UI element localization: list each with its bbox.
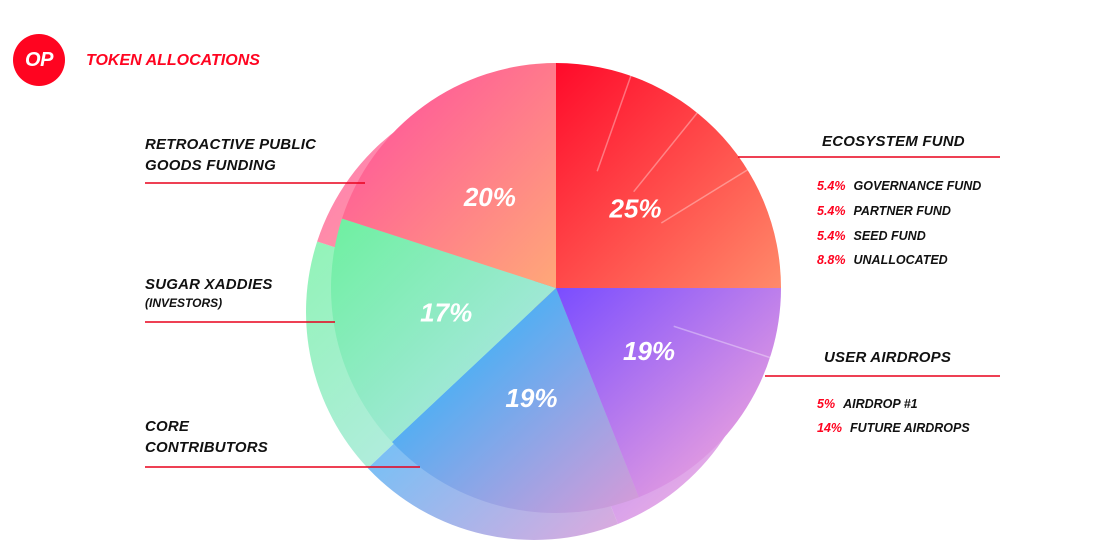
ecosystem-item-name: PARTNER FUND <box>853 204 951 218</box>
label-core-line2: CONTRIBUTORS <box>145 439 268 456</box>
slice-value-label-investors: 17% <box>420 298 472 328</box>
page-title: TOKEN ALLOCATIONS <box>86 52 260 69</box>
label-core: CORE CONTRIBUTORS <box>145 416 268 458</box>
ecosystem-item-pct: 5.4% <box>817 179 846 193</box>
pie-slice-core <box>391 288 639 514</box>
sub-slice-divider <box>660 169 748 224</box>
airdrop-item: 14% FUTURE AIRDROPS <box>817 421 970 435</box>
slice-value-label-core: 19% <box>505 383 557 413</box>
ecosystem-item-pct: 5.4% <box>817 204 846 218</box>
label-investors-sub: (INVESTORS) <box>145 296 223 310</box>
airdrop-item-pct: 5% <box>817 397 836 411</box>
label-retro-line1: RETROACTIVE PUBLIC <box>145 136 317 153</box>
sub-slice-divider <box>633 112 698 193</box>
label-airdrops: USER AIRDROPS <box>824 349 952 366</box>
slice-value-label-airdrops: 19% <box>623 336 675 366</box>
ecosystem-item: 5.4% SEED FUND <box>817 229 926 243</box>
label-ecosystem: ECOSYSTEM FUND <box>822 133 965 150</box>
ecosystem-item-pct: 8.8% <box>817 253 846 267</box>
label-retro: RETROACTIVE PUBLIC GOODS FUNDING <box>145 134 316 176</box>
ecosystem-item: 5.4% GOVERNANCE FUND <box>817 179 981 193</box>
ecosystem-item: 8.8% UNALLOCATED <box>817 253 948 267</box>
ecosystem-item-pct: 5.4% <box>817 229 846 243</box>
label-retro-line2: GOODS FUNDING <box>145 157 276 174</box>
airdrop-item: 5% AIRDROP #1 <box>817 397 918 411</box>
slice-value-label-ecosystem: 25% <box>609 193 662 223</box>
pie-slice-ecosystem <box>556 63 781 288</box>
slice-labels: 25% 19% 19% 17% 20% <box>420 182 675 413</box>
sub-slice-divider <box>596 75 632 172</box>
airdrop-item-name: AIRDROP #1 <box>843 397 918 411</box>
op-logo: OP <box>13 34 65 86</box>
airdrop-item-pct: 14% <box>817 421 843 435</box>
pie-slice-airdrops <box>556 288 781 498</box>
ecosystem-item-name: UNALLOCATED <box>853 253 948 267</box>
slice-value-label-retro: 20% <box>463 182 516 212</box>
ecosystem-item-name: SEED FUND <box>853 229 926 243</box>
leader-lines <box>145 156 1000 468</box>
pie-slice-retro <box>342 63 556 288</box>
pie-slices <box>330 63 781 514</box>
sub-slice-divider <box>673 325 771 359</box>
airdrop-item-name: FUTURE AIRDROPS <box>850 421 970 435</box>
ecosystem-item-name: GOVERNANCE FUND <box>853 179 982 193</box>
pie-slice-investors <box>330 218 556 443</box>
label-investors: SUGAR XADDIES <box>145 276 273 293</box>
label-core-line1: CORE <box>145 418 190 435</box>
op-logo-text: OP <box>25 48 53 71</box>
ecosystem-item: 5.4% PARTNER FUND <box>817 204 951 218</box>
